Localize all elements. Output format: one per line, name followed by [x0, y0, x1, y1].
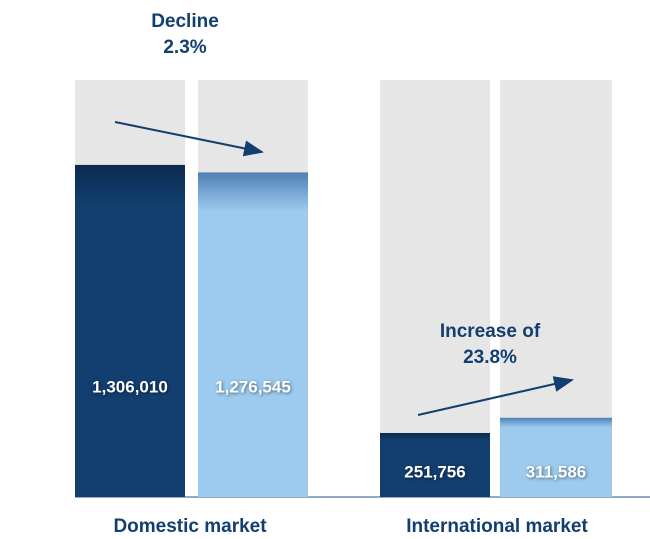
annotation: 23.8% [463, 347, 517, 368]
data-label: 311,586 [526, 462, 587, 481]
bar [380, 432, 490, 497]
bar [198, 172, 308, 497]
data-label: 1,306,010 [92, 377, 168, 396]
data-label: 1,276,545 [215, 377, 291, 396]
data-label: 251,756 [404, 462, 465, 481]
x-tick-label: International market [406, 516, 588, 537]
bar [75, 164, 185, 497]
arrow [417, 376, 574, 416]
annotation: 2.3% [163, 37, 206, 58]
bar [500, 417, 612, 497]
annotation: Increase of [440, 321, 541, 342]
x-tick-label: Domestic market [113, 516, 267, 537]
annotation: Decline [151, 11, 219, 32]
bar-background [380, 80, 490, 497]
arrow [114, 121, 264, 157]
